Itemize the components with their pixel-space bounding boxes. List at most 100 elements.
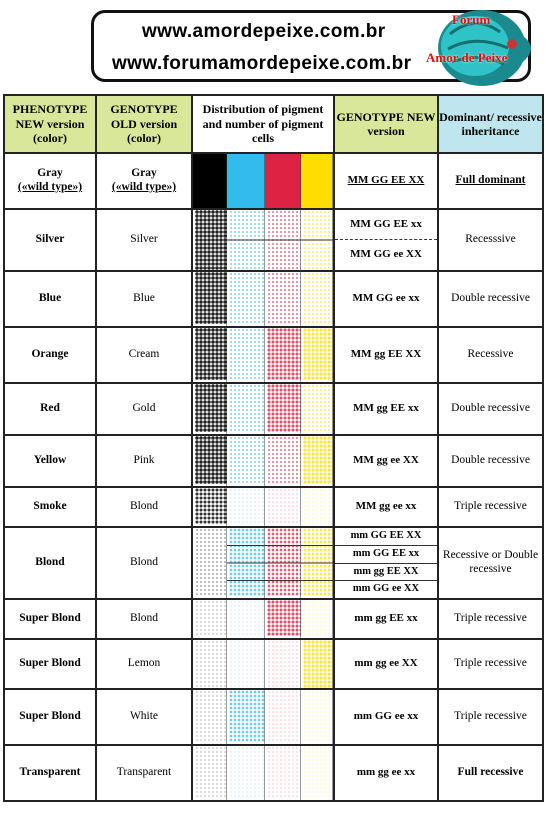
new-genotype-cell: MM gg ee XX [333, 434, 439, 488]
site-url[interactable]: www.amordepeixe.com.br [142, 21, 386, 42]
old-genotype-cell: Blond [95, 526, 193, 600]
phenotype-cell: Blond [3, 526, 97, 600]
new-genotype-cell: MM gg EE xx [333, 382, 439, 436]
new-genotype-cell: mm gg ee XX [333, 638, 439, 690]
pigment-swatch-group [193, 154, 333, 208]
pigment-swatch-cyan [227, 690, 266, 744]
pigment-swatch-group [193, 528, 333, 598]
phenotype-label: Transparent [19, 766, 81, 779]
inheritance-cell: Recessive or Double recessive [437, 526, 544, 600]
inheritance-cell: Full recessive [437, 744, 544, 802]
phenotype-cell: Gray («wild type») [3, 152, 97, 210]
inheritance-cell: Recesssive [437, 208, 544, 272]
pigment-swatch-cyan [227, 488, 266, 526]
genotype-code: MM GG ee xx [352, 292, 420, 305]
phenotype-cell: Red [3, 382, 97, 436]
genotype-code: mm GG EE XX [335, 528, 437, 546]
genotype-code: mm gg EE XX [335, 564, 437, 582]
genotype-code: mm gg ee XX [354, 657, 418, 670]
old-genotype-cell: Gray («wild type») [95, 152, 193, 210]
pigment-swatch-cyan [227, 746, 266, 800]
pigment-distribution-cell [191, 208, 335, 272]
old-genotype-label: Transparent [116, 766, 172, 779]
old-genotype-cell: Transparent [95, 744, 193, 802]
genotype-code: mm GG ee xx [353, 710, 419, 723]
pigment-swatch-cyan [227, 272, 266, 326]
inheritance-label: Recessive [467, 348, 514, 361]
pigment-swatch-red [265, 384, 303, 434]
pigment-swatch-group [193, 436, 333, 486]
discus-fish-logo [438, 10, 531, 86]
pigment-swatch-black [193, 384, 228, 434]
genotype-code: MM gg ee xx [355, 500, 417, 513]
new-genotype-cell: MM gg ee xx [333, 486, 439, 528]
forum-url[interactable]: www.forumamordepeixe.com.br [112, 53, 412, 74]
old-genotype-cell: Silver [95, 208, 193, 272]
pigment-swatch-black [193, 488, 228, 526]
new-genotype-cell: MM gg EE XX [333, 326, 439, 384]
genotype-code: mm GG EE xx [335, 546, 437, 564]
pigment-swatch-red [265, 600, 303, 638]
genotype-code: MM gg EE xx [353, 402, 419, 415]
pigment-distribution-cell [191, 526, 335, 600]
table-row: Blond Blond mm GG EE XX mm GG EE xx mm gg EE… [3, 526, 544, 600]
old-genotype-label: Cream [128, 348, 160, 361]
pigment-swatch-group [193, 600, 333, 638]
inheritance-cell: Recessive [437, 326, 544, 384]
pigment-distribution-cell [191, 270, 335, 328]
phenotype-cell: Super Blond [3, 638, 97, 690]
old-genotype-label: Gray [131, 167, 157, 180]
pigment-swatch-yellow [301, 328, 333, 382]
genotype-code: mm GG ee XX [352, 583, 420, 595]
col-header-genotype-new: GENOTYPE NEW version [333, 94, 439, 154]
old-genotype-label: Silver [130, 233, 158, 246]
pigment-distribution-cell [191, 382, 335, 436]
phenotype-label: Orange [31, 348, 69, 361]
new-genotype-cell: mm gg ee xx [333, 744, 439, 802]
pigment-swatch-black [193, 600, 228, 638]
phenotype-label: Super Blond [19, 612, 81, 625]
phenotype-label: Super Blond [19, 710, 81, 723]
table-row: Super Blond Lemon mm gg ee XX Triple recess… [3, 638, 544, 690]
col-header-phenotype: PHENOTYPE NEW version (color) [3, 94, 97, 154]
pigment-swatch-red [265, 488, 302, 526]
phenotype-cell: Yellow [3, 434, 97, 488]
pigment-swatch-cyan [227, 600, 266, 638]
pigment-swatch-yellow [301, 488, 333, 526]
old-genotype-label: Blond [129, 556, 159, 569]
pigment-distribution-cell [191, 434, 335, 488]
pigment-swatch-red [265, 154, 302, 208]
phenotype-cell: Blue [3, 270, 97, 328]
logo-text-forum: Forum [452, 12, 491, 27]
inheritance-label: Triple recessive [454, 612, 527, 625]
pigment-swatch-red [265, 640, 302, 688]
inheritance-label: Triple recessive [454, 710, 527, 723]
table-row: Yellow Pink MM gg ee XX Double recessive [3, 434, 544, 488]
new-genotype-cell: MM GG EE XX [333, 152, 439, 210]
table-row: Gray («wild type») Gray («wild type») MM GG … [3, 152, 544, 210]
phenotype-label: Silver [35, 233, 65, 246]
pigment-swatch-black [193, 528, 228, 598]
pigment-swatch-yellow [301, 690, 333, 744]
table-row: Orange Cream MM gg EE XX Recessive [3, 326, 544, 384]
col-header-genotype-old: GENOTYPE OLD version (color) [95, 94, 193, 154]
phenotype-label: Gray [37, 167, 63, 180]
inheritance-cell: Triple recessive [437, 598, 544, 640]
genotype-code: mm gg ee xx [356, 766, 416, 779]
old-genotype-cell: Gold [95, 382, 193, 436]
pigment-swatch-black [193, 640, 228, 688]
pigment-swatch-black [193, 690, 228, 744]
genotype-code: MM GG ee XX [350, 248, 422, 261]
inheritance-cell: Triple recessive [437, 688, 544, 746]
pigment-swatch-yellow [301, 384, 333, 434]
pigment-swatch-group [193, 210, 333, 270]
pigment-genetics-table: PHENOTYPE NEW version (color) GENOTYPE O… [3, 94, 544, 802]
phenotype-cell: Smoke [3, 486, 97, 528]
phenotype-label: Yellow [33, 454, 67, 467]
table-row: Super Blond White mm GG ee xx Triple recess… [3, 688, 544, 746]
inheritance-label: Double recessive [451, 454, 530, 467]
pigment-swatch-yellow [301, 154, 333, 208]
inheritance-label: Double recessive [451, 402, 530, 415]
header-row: PHENOTYPE NEW version (color) GENOTYPE O… [3, 94, 544, 154]
old-genotype-cell: Lemon [95, 638, 193, 690]
